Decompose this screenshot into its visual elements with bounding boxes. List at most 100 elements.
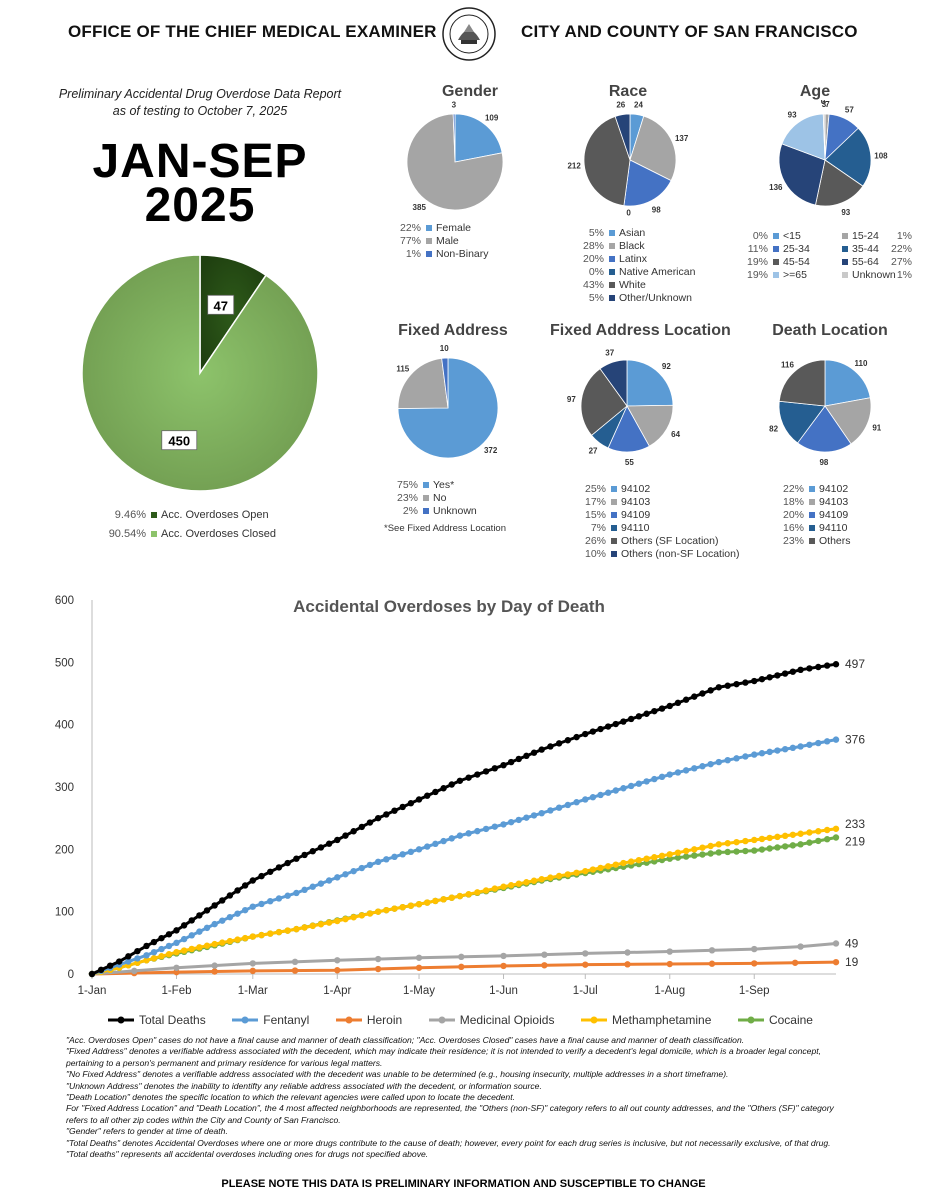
- data-point: [211, 902, 218, 909]
- data-point: [275, 928, 283, 936]
- age-legend-percent: 1%: [896, 268, 912, 281]
- data-point: [482, 887, 490, 894]
- data-point: [309, 883, 316, 890]
- deathloc-legend-percent: 18%: [782, 495, 804, 508]
- data-point: [674, 769, 682, 776]
- data-point: [374, 814, 382, 822]
- y-tick-label: 200: [55, 844, 74, 856]
- deathloc-legend-percent: 23%: [782, 534, 804, 547]
- data-point: [211, 968, 218, 975]
- data-point: [350, 828, 357, 835]
- data-point: [173, 964, 180, 971]
- data-point: [150, 955, 158, 962]
- x-tick-label: 1-Jul: [573, 985, 598, 997]
- fixed-legend-swatch: [423, 494, 429, 501]
- fixed-slice-1: [397, 357, 449, 409]
- legend-line-marker: [232, 1016, 259, 1024]
- deathloc-legend-swatch: [809, 511, 815, 518]
- deathloc-slice-4: [778, 359, 826, 407]
- fixed-legend-item: 2% Unknown: [392, 504, 477, 517]
- data-point: [407, 902, 415, 909]
- gender-legend-label: Female: [436, 221, 472, 234]
- data-point: [180, 922, 188, 929]
- data-point: [597, 864, 604, 872]
- deathloc-value-label-2: 98: [819, 458, 828, 467]
- line-chart-title: Accidental Overdoses by Day of Death: [293, 597, 605, 616]
- data-point: [211, 940, 218, 948]
- status-label-box-1: [161, 430, 198, 451]
- fixedloc-legend-item: 10% Others (non-SF Location): [580, 547, 739, 560]
- data-point: [515, 880, 522, 887]
- age-legend-swatch: [773, 258, 779, 265]
- y-tick-label: 600: [55, 595, 74, 607]
- race-legend-label: Black: [619, 239, 645, 252]
- race-value-label-2: 98: [652, 206, 661, 215]
- data-point: [334, 917, 341, 925]
- data-point: [573, 869, 580, 876]
- data-point: [116, 958, 123, 965]
- data-point: [301, 851, 308, 859]
- y-tick-label: 300: [55, 782, 74, 794]
- deathloc-legend-item: 18% 94103: [778, 495, 851, 508]
- legend-series-name: Fentanyl: [263, 1013, 310, 1027]
- race-value-label-3: 0: [626, 209, 631, 218]
- data-point: [682, 767, 690, 774]
- line-legend-item: Total Deaths: [108, 1013, 206, 1027]
- x-tick-label: 1-Apr: [323, 985, 351, 997]
- y-tick-label: 100: [55, 907, 74, 919]
- age-legend-label: Unknown: [852, 268, 896, 281]
- data-point: [165, 931, 173, 938]
- fixed-slice-0: [397, 357, 499, 459]
- data-point: [797, 743, 804, 750]
- data-point: [383, 906, 390, 914]
- data-point: [806, 829, 813, 836]
- report-period: JAN-SEP 2025: [40, 135, 360, 230]
- fixedloc-slice-5: [599, 359, 628, 408]
- data-point: [219, 917, 226, 924]
- fixedloc-legend-percent: 26%: [584, 534, 606, 547]
- data-point: [358, 912, 366, 919]
- data-point: [456, 777, 464, 784]
- age-legend-item: 19% >=65: [742, 268, 834, 281]
- data-point: [766, 748, 773, 756]
- data-point: [465, 830, 472, 837]
- data-point: [211, 920, 218, 928]
- series-end-label: 233: [845, 817, 865, 831]
- data-point: [391, 905, 398, 912]
- data-point: [106, 962, 114, 969]
- fixedloc-legend-swatch: [611, 537, 617, 544]
- status-label-box-0: [207, 294, 235, 315]
- data-point: [742, 847, 749, 855]
- data-point: [219, 939, 226, 946]
- data-point: [832, 834, 840, 841]
- data-point: [733, 848, 740, 855]
- age-slice-6: [781, 113, 826, 161]
- period-months: JAN-SEP: [92, 135, 308, 188]
- age-value-label-7: 3: [822, 100, 827, 109]
- data-point: [415, 796, 423, 803]
- fixedloc-legend-item: 15% 94109: [580, 508, 739, 521]
- deathloc-legend-percent: 22%: [782, 482, 804, 495]
- fixedloc-legend-label: 94109: [621, 508, 651, 521]
- data-point: [196, 912, 203, 919]
- data-point: [267, 930, 274, 937]
- age-value-label-2: 57: [845, 105, 854, 114]
- data-point: [500, 821, 507, 828]
- age-value-label-0: 0: [821, 100, 826, 106]
- data-point: [597, 725, 604, 733]
- age-value-label-5: 136: [769, 183, 783, 192]
- data-point: [832, 825, 840, 832]
- data-point: [582, 950, 589, 957]
- data-point: [751, 677, 758, 685]
- data-point: [806, 839, 813, 846]
- data-point: [219, 897, 226, 904]
- age-value-label-3: 108: [874, 152, 888, 161]
- data-point: [691, 852, 698, 859]
- age-legend-item: Unknown 1%: [842, 268, 912, 281]
- fixed-legend-percent: 23%: [396, 491, 418, 504]
- data-point: [724, 840, 731, 847]
- age-legend-percent: 22%: [890, 242, 912, 255]
- data-point: [707, 687, 714, 694]
- data-point: [823, 738, 831, 745]
- data-point: [751, 960, 758, 967]
